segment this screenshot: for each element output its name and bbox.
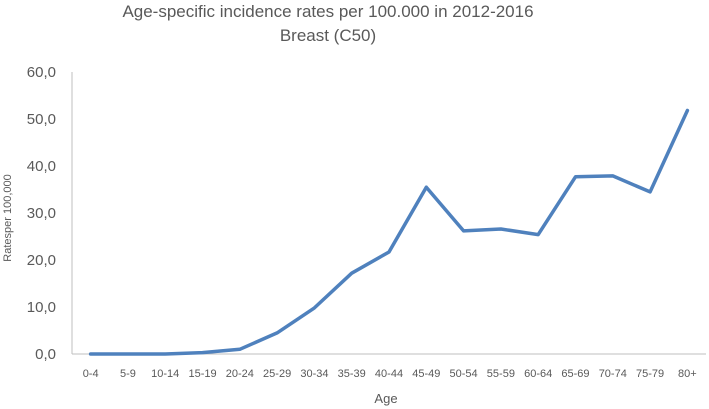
x-tick-label: 70-74 (599, 368, 627, 380)
x-tick-label: 40-44 (375, 368, 403, 380)
x-tick-label: 35-39 (338, 368, 366, 380)
x-tick-label: 10-14 (151, 368, 179, 380)
y-tick-label: 0,0 (35, 346, 56, 363)
y-axis-title: Ratesper 100,000 (2, 174, 14, 261)
y-tick-label: 40,0 (27, 158, 56, 175)
x-tick-label: 65-69 (561, 368, 589, 380)
x-tick-label: 15-19 (188, 368, 216, 380)
chart-subtitle: Breast (C50) (280, 26, 376, 45)
x-tick-label: 55-59 (487, 368, 515, 380)
x-tick-label: 20-24 (226, 368, 254, 380)
y-tick-label: 30,0 (27, 205, 56, 222)
x-tick-label: 50-54 (450, 368, 478, 380)
x-tick-label: 25-29 (263, 368, 291, 380)
chart-title: Age-specific incidence rates per 100.000… (122, 2, 533, 21)
x-axis-title: Age (374, 391, 397, 406)
y-tick-label: 20,0 (27, 252, 56, 269)
x-tick-label: 75-79 (636, 368, 664, 380)
x-tick-label: 5-9 (120, 368, 136, 380)
x-tick-label: 0-4 (83, 368, 99, 380)
y-tick-label: 60,0 (27, 64, 56, 81)
x-tick-label: 30-34 (300, 368, 328, 380)
x-tick-label: 60-64 (524, 368, 552, 380)
y-axis-ticks: 0,0 10,0 20,0 30,0 40,0 50,0 60,0 (27, 64, 56, 363)
series-line (88, 108, 690, 356)
x-tick-label: 45-49 (412, 368, 440, 380)
x-axis-ticks: 0-4 5-9 10-14 15-19 20-24 25-29 30-34 35-39 40-4… (83, 368, 697, 380)
x-tick-label: 80+ (678, 368, 697, 380)
y-tick-label: 10,0 (27, 299, 56, 316)
y-tick-label: 50,0 (27, 111, 56, 128)
